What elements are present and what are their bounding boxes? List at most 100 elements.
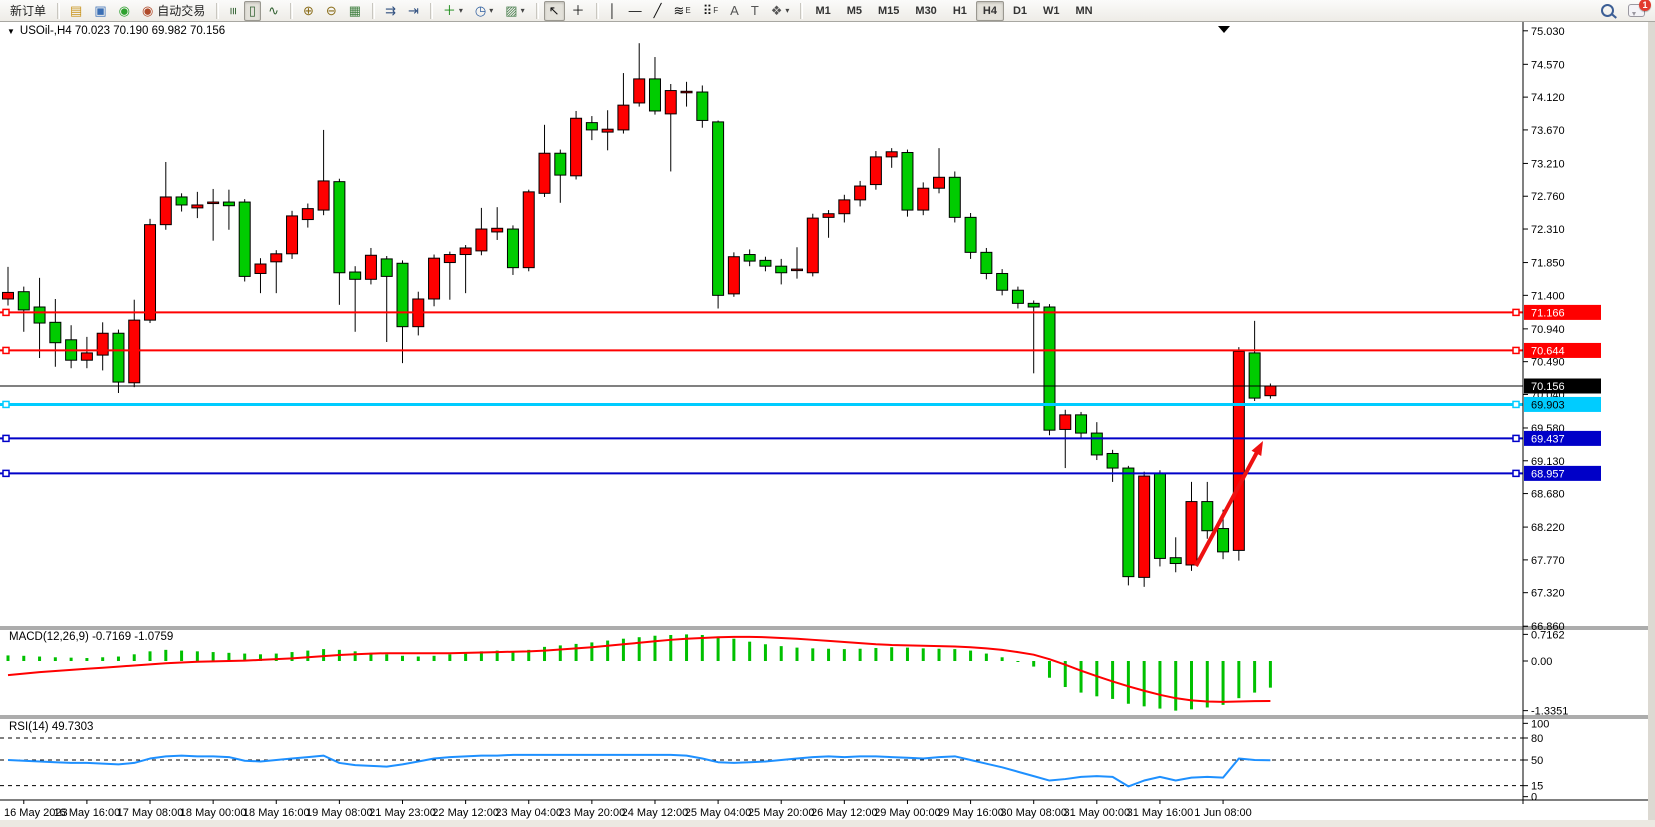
time-axis-label: 26 May 12:00 bbox=[811, 807, 878, 819]
macd-histogram-bar bbox=[763, 644, 767, 661]
search-icon[interactable] bbox=[1601, 4, 1614, 17]
tile-windows-icon[interactable]: ▦ bbox=[344, 1, 366, 21]
chart-shift-icon: ⇥ bbox=[407, 2, 419, 18]
candle-down bbox=[980, 251, 993, 274]
time-axis-label: 16 May 2023 bbox=[4, 807, 68, 819]
timeframe-button-h1[interactable]: H1 bbox=[952, 4, 967, 17]
candlestick-chart-icon[interactable]: ▯ bbox=[243, 0, 262, 21]
candle-down bbox=[585, 122, 598, 131]
cursor-icon[interactable]: ↖ bbox=[543, 0, 565, 21]
candle-down bbox=[175, 196, 188, 206]
auto-trading-button[interactable]: ◉ 自动交易 bbox=[137, 1, 210, 21]
price-axis-label: 70.940 bbox=[1531, 324, 1565, 336]
macd-indicator-label: MACD(12,26,9) -0.7169 -1.0759 bbox=[9, 631, 174, 643]
zoom-in-icon[interactable]: ⊕ bbox=[298, 1, 319, 21]
candle-up bbox=[933, 176, 946, 189]
candle-up bbox=[838, 199, 851, 215]
candle-down bbox=[1027, 302, 1040, 308]
equidistant-channel-icon: ≋ bbox=[673, 2, 685, 18]
new-chart-icon[interactable]: ▤ bbox=[65, 1, 87, 21]
macd-histogram-bar bbox=[290, 652, 294, 661]
profiles-icon[interactable]: ▣ bbox=[89, 1, 111, 21]
collapse-triangle-icon[interactable]: ▼ bbox=[7, 26, 15, 36]
window-edge bbox=[1648, 22, 1655, 827]
candle-up bbox=[459, 247, 472, 256]
line-anchor-handle[interactable] bbox=[1512, 434, 1520, 443]
timeframe-button-w1[interactable]: W1 bbox=[1043, 4, 1060, 17]
line-anchor-handle[interactable] bbox=[2, 400, 10, 409]
fibonacci-icon[interactable]: ⠿ F bbox=[698, 1, 723, 21]
vertical-line-icon: │ bbox=[608, 2, 617, 18]
candle-down bbox=[964, 216, 977, 253]
line-anchor-handle[interactable] bbox=[1512, 469, 1520, 478]
macd-histogram-bar bbox=[732, 638, 736, 661]
macd-histogram-bar bbox=[685, 634, 689, 661]
horizontal-line-icon[interactable]: — bbox=[624, 1, 647, 21]
text-icon[interactable]: A bbox=[725, 1, 744, 21]
candle-up bbox=[491, 227, 504, 233]
chart-shift-marker[interactable] bbox=[1218, 26, 1230, 33]
timeframe-button-m15[interactable]: M15 bbox=[878, 4, 900, 17]
auto-scroll-icon[interactable]: ⇉ bbox=[380, 1, 401, 21]
periods-button[interactable]: ◷ ▾ bbox=[470, 1, 498, 21]
equidistant-channel-icon[interactable]: ≋ E bbox=[668, 1, 695, 21]
new-order-button[interactable]: 新订单 bbox=[1, 1, 51, 21]
macd-histogram-bar bbox=[1190, 661, 1193, 710]
chat-icon[interactable]: 1 bbox=[1628, 0, 1651, 17]
macd-histogram-bar bbox=[527, 649, 531, 661]
candle-up bbox=[1059, 414, 1072, 430]
line-anchor-handle[interactable] bbox=[1512, 400, 1520, 409]
candle-down bbox=[222, 201, 235, 207]
candle-up bbox=[428, 257, 441, 300]
zoom-out-icon[interactable]: ⊖ bbox=[321, 1, 342, 21]
bar-chart-icon[interactable]: ≡ bbox=[224, 1, 242, 21]
price-axis-label: 73.670 bbox=[1531, 125, 1565, 137]
timeframe-button-m30[interactable]: M30 bbox=[915, 4, 937, 17]
vertical-line-icon[interactable]: │ bbox=[604, 1, 622, 21]
timeframe-button-m1[interactable]: M1 bbox=[815, 4, 831, 17]
price-badge-label: 69.903 bbox=[1531, 399, 1565, 411]
timeframe-button-mn[interactable]: MN bbox=[1075, 4, 1093, 17]
crosshair-icon[interactable]: ＋ bbox=[567, 1, 590, 21]
macd-histogram-bar bbox=[1063, 661, 1067, 688]
timeframe-button-m5[interactable]: M5 bbox=[846, 4, 862, 17]
arrows-icon[interactable]: ❖ ▾ bbox=[766, 1, 795, 21]
timeframe-button-h4[interactable]: H4 bbox=[975, 0, 1004, 21]
line-anchor-handle[interactable] bbox=[2, 434, 10, 443]
toolbar-right-icons: 1 bbox=[1601, 0, 1655, 17]
line-anchor-handle[interactable] bbox=[1512, 308, 1520, 317]
line-anchor-handle[interactable] bbox=[2, 346, 10, 355]
candle-up bbox=[1185, 501, 1198, 566]
rsi-axis-label: 100 bbox=[1531, 718, 1549, 730]
macd-histogram-bar bbox=[322, 649, 326, 661]
candle-up bbox=[207, 201, 220, 205]
line-anchor-handle[interactable] bbox=[1512, 346, 1520, 355]
line-anchor-handle[interactable] bbox=[2, 308, 10, 317]
time-axis-label: 18 May 00:00 bbox=[180, 807, 247, 819]
signals-icon[interactable]: ◉ bbox=[114, 1, 135, 21]
price-chart-svg: 75.030 74.570 74.120 73.670 73.210 72.760 72.3… bbox=[0, 22, 1655, 827]
add-indicator-button[interactable]: ＋ ▾ bbox=[438, 1, 468, 21]
templates-button[interactable]: ▨ ▾ bbox=[500, 1, 529, 21]
text-label-icon[interactable]: T bbox=[746, 1, 764, 21]
rsi-axis-label: 15 bbox=[1531, 781, 1543, 793]
time-axis-label: 16 May 16:00 bbox=[54, 807, 121, 819]
zoom-out-icon: ⊖ bbox=[325, 2, 337, 18]
line-chart-icon[interactable]: ∿ bbox=[263, 1, 284, 21]
candle-up bbox=[364, 254, 377, 280]
dropdown-caret-icon: ▾ bbox=[785, 6, 790, 15]
macd-histogram-bar bbox=[401, 655, 404, 661]
auto-trading-button-label: 自动交易 bbox=[157, 4, 206, 18]
trendline-icon[interactable]: ╱ bbox=[649, 1, 667, 21]
chart-shift-icon[interactable]: ⇥ bbox=[403, 1, 424, 21]
macd-histogram-bar bbox=[38, 656, 42, 661]
candle-up bbox=[633, 78, 646, 104]
timeframe-button-d1[interactable]: D1 bbox=[1012, 4, 1027, 17]
candle-down bbox=[712, 121, 725, 296]
macd-histogram-bar bbox=[1079, 661, 1083, 693]
trend-arrow-head[interactable] bbox=[1251, 441, 1263, 456]
trend-arrow-annotation[interactable] bbox=[1194, 448, 1261, 567]
line-anchor-handle[interactable] bbox=[2, 469, 10, 478]
price-axis-label: 71.850 bbox=[1531, 258, 1565, 270]
